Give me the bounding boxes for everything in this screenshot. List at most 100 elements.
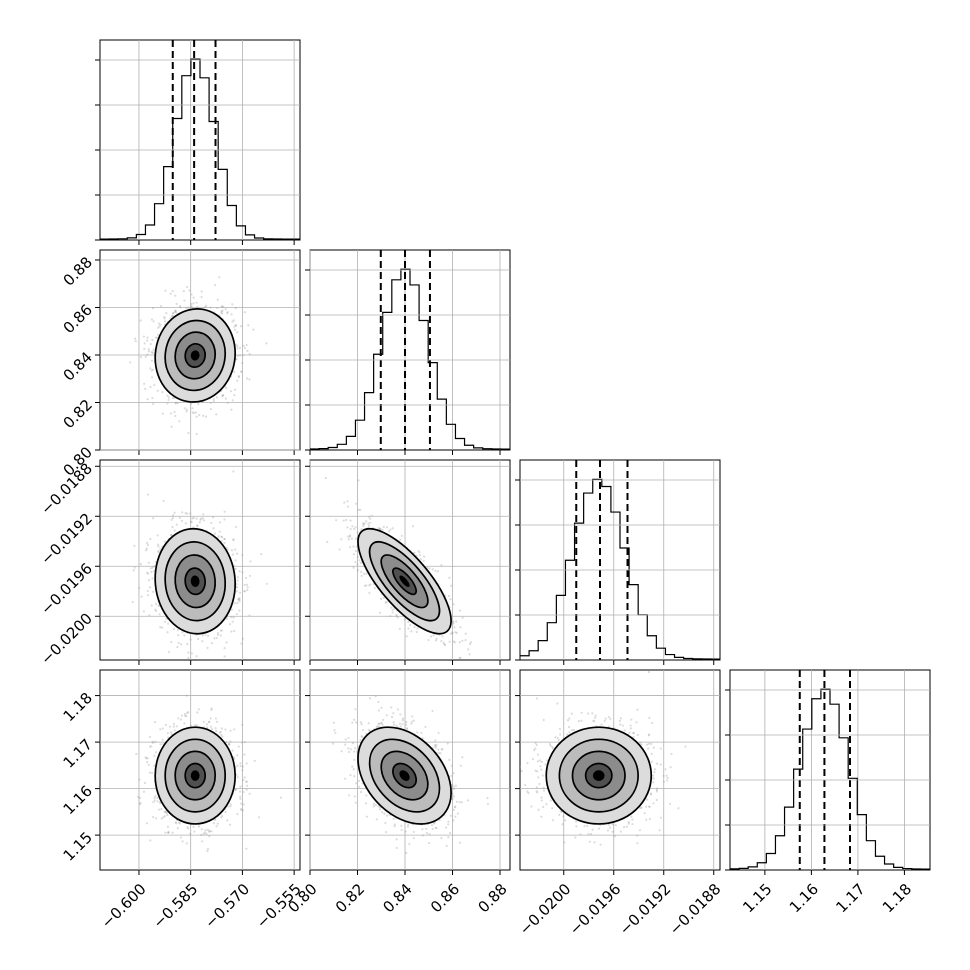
sample-point bbox=[223, 518, 226, 521]
sample-point bbox=[156, 389, 159, 392]
sample-point bbox=[248, 614, 251, 617]
sample-point bbox=[204, 304, 208, 307]
sample-point bbox=[232, 470, 235, 473]
sample-point bbox=[212, 527, 215, 530]
sample-point bbox=[230, 408, 233, 411]
sample-point bbox=[395, 613, 398, 616]
sample-point bbox=[166, 631, 169, 634]
sample-point bbox=[346, 505, 350, 508]
density-peak bbox=[399, 575, 410, 588]
sample-point bbox=[338, 548, 341, 551]
sample-point bbox=[134, 339, 137, 343]
sample-point bbox=[400, 534, 403, 537]
sample-point bbox=[360, 574, 363, 577]
sample-point bbox=[347, 538, 350, 541]
sample-point bbox=[423, 555, 426, 558]
sample-point bbox=[390, 606, 393, 609]
sample-point bbox=[448, 640, 451, 643]
sample-point bbox=[167, 398, 170, 401]
sample-point bbox=[442, 641, 445, 644]
panel-1-1 bbox=[305, 249, 511, 455]
sample-point bbox=[143, 781, 147, 785]
panel-3-0: 1.151.161.171.18−0.600 −0.585 −0.570 −0.555 bbox=[60, 669, 305, 932]
sample-point bbox=[162, 816, 165, 819]
sample-point bbox=[178, 516, 182, 520]
sample-point bbox=[417, 550, 420, 553]
sample-point bbox=[240, 807, 243, 811]
sample-point bbox=[206, 646, 209, 649]
sample-point bbox=[398, 627, 401, 631]
sample-point bbox=[160, 807, 163, 810]
sample-point bbox=[449, 598, 452, 601]
sample-point bbox=[183, 712, 187, 716]
sample-point bbox=[237, 376, 241, 379]
sample-point bbox=[236, 764, 239, 767]
sample-point bbox=[226, 819, 229, 822]
sample-point bbox=[234, 324, 237, 327]
sample-point bbox=[187, 306, 190, 309]
sample-point bbox=[149, 567, 152, 570]
sample-point bbox=[174, 310, 177, 313]
sample-point bbox=[174, 414, 177, 418]
sample-point bbox=[170, 533, 173, 537]
sample-point bbox=[175, 311, 178, 314]
panel-2-2 bbox=[515, 459, 721, 665]
sample-point bbox=[189, 305, 193, 308]
sample-point bbox=[186, 712, 189, 715]
sample-point bbox=[448, 576, 451, 579]
sample-point bbox=[204, 633, 207, 636]
sample-point bbox=[239, 790, 242, 793]
sample-point bbox=[146, 493, 150, 496]
sample-point bbox=[195, 301, 198, 304]
sample-point bbox=[181, 631, 184, 634]
sample-point bbox=[230, 313, 233, 316]
sample-point bbox=[245, 583, 248, 586]
sample-point bbox=[355, 502, 358, 505]
sample-point bbox=[195, 655, 198, 658]
sample-point bbox=[241, 571, 244, 574]
sample-point bbox=[355, 537, 358, 540]
sample-point bbox=[409, 623, 412, 627]
sample-point bbox=[171, 831, 174, 834]
contour-line bbox=[154, 527, 237, 635]
sample-point bbox=[186, 512, 189, 515]
sample-point bbox=[167, 622, 170, 625]
sample-point bbox=[239, 591, 242, 594]
sample-point bbox=[151, 368, 155, 371]
sample-point bbox=[249, 560, 252, 563]
sample-point bbox=[224, 810, 227, 814]
sample-point bbox=[451, 632, 454, 635]
sample-point bbox=[234, 548, 237, 551]
sample-point bbox=[234, 525, 238, 528]
sample-point bbox=[233, 328, 237, 331]
sample-point bbox=[168, 725, 171, 728]
sample-point bbox=[200, 517, 203, 520]
sample-point bbox=[349, 527, 352, 531]
sample-point bbox=[150, 604, 153, 607]
sample-point bbox=[185, 714, 188, 718]
sample-point bbox=[217, 631, 220, 635]
sample-point bbox=[148, 586, 152, 589]
sample-point bbox=[191, 411, 194, 414]
sample-point bbox=[357, 508, 360, 511]
sample-point bbox=[238, 346, 242, 350]
sample-point bbox=[197, 825, 201, 828]
sample-point bbox=[187, 656, 190, 660]
sample-point bbox=[178, 822, 182, 825]
sample-point bbox=[237, 598, 240, 601]
sample-point bbox=[223, 655, 226, 658]
sample-point bbox=[183, 299, 186, 302]
sample-point bbox=[387, 530, 391, 533]
sample-point bbox=[179, 304, 182, 308]
sample-point bbox=[223, 510, 226, 513]
sample-point bbox=[230, 630, 233, 633]
sample-point bbox=[265, 582, 268, 585]
sample-point bbox=[159, 548, 162, 551]
sample-point bbox=[210, 642, 214, 645]
sample-point bbox=[346, 500, 349, 503]
sample-point bbox=[220, 311, 223, 314]
sample-point bbox=[202, 519, 206, 522]
sample-point bbox=[458, 656, 461, 660]
sample-point bbox=[418, 554, 422, 557]
sample-point bbox=[373, 587, 376, 590]
